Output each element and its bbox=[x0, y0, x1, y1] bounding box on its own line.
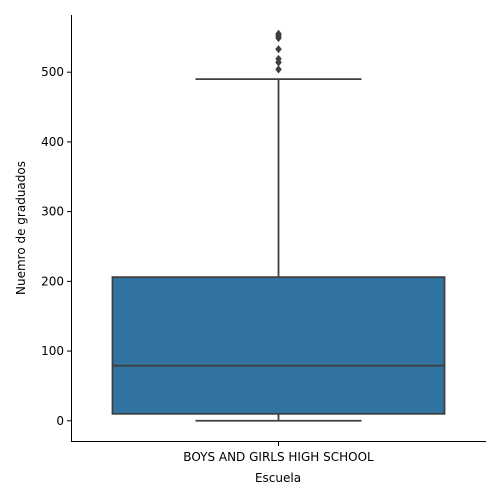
y-tick-label: 500 bbox=[41, 65, 64, 79]
axes bbox=[71, 15, 486, 442]
ticks: BOYS AND GIRLS HIGH SCHOOL 0 100 200 300 400 5… bbox=[41, 65, 374, 464]
x-axis-label: Escuela bbox=[255, 471, 301, 485]
outlier-point bbox=[275, 54, 282, 64]
outlier-point bbox=[275, 65, 282, 74]
plot-area bbox=[111, 29, 446, 422]
y-axis-label: Nuemro de graduados bbox=[14, 161, 28, 295]
iqr-box bbox=[111, 276, 446, 415]
y-tick-label: 400 bbox=[41, 135, 64, 149]
outlier-point bbox=[275, 45, 282, 54]
y-tick-label: 0 bbox=[56, 414, 64, 428]
y-tick-label: 100 bbox=[41, 344, 64, 358]
x-tick-label: BOYS AND GIRLS HIGH SCHOOL bbox=[183, 450, 374, 464]
y-tick-label: 300 bbox=[41, 205, 64, 219]
outlier-point bbox=[275, 29, 282, 38]
y-tick-label: 200 bbox=[41, 274, 64, 288]
